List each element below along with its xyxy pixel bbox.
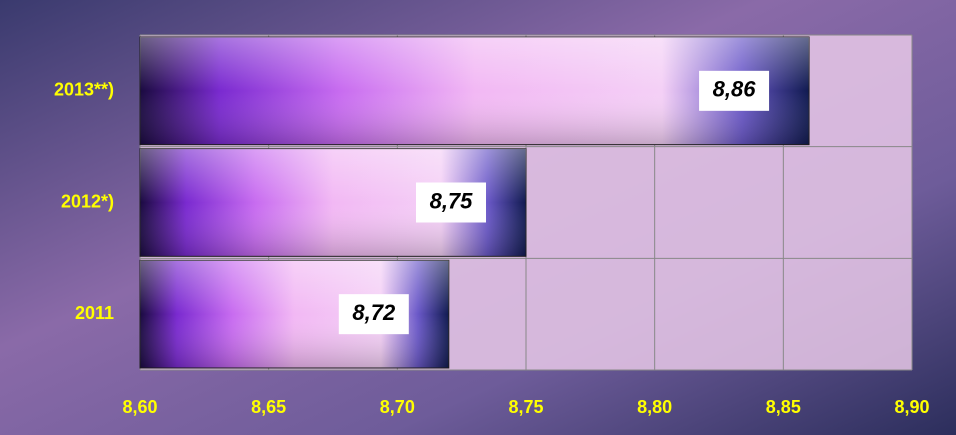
y-tick-label: 2013**) bbox=[54, 80, 114, 100]
x-tick-label: 8,60 bbox=[122, 397, 157, 417]
value-label: 8,75 bbox=[430, 188, 474, 213]
x-tick-label: 8,90 bbox=[894, 397, 929, 417]
value-label-box bbox=[416, 182, 486, 223]
x-tick-label: 8,75 bbox=[508, 397, 543, 417]
value-label-box bbox=[338, 294, 409, 335]
x-tick-label: 8,85 bbox=[766, 397, 801, 417]
x-tick-label: 8,65 bbox=[251, 397, 286, 417]
bar-shine bbox=[140, 37, 810, 145]
y-tick-label: 2012*) bbox=[61, 191, 114, 211]
x-tick-label: 8,70 bbox=[380, 397, 415, 417]
x-tick-label: 8,80 bbox=[637, 397, 672, 417]
value-label: 8,86 bbox=[713, 77, 757, 102]
y-tick-label: 2011 bbox=[75, 303, 114, 323]
value-label-box bbox=[699, 70, 770, 111]
value-label: 8,72 bbox=[352, 300, 396, 325]
